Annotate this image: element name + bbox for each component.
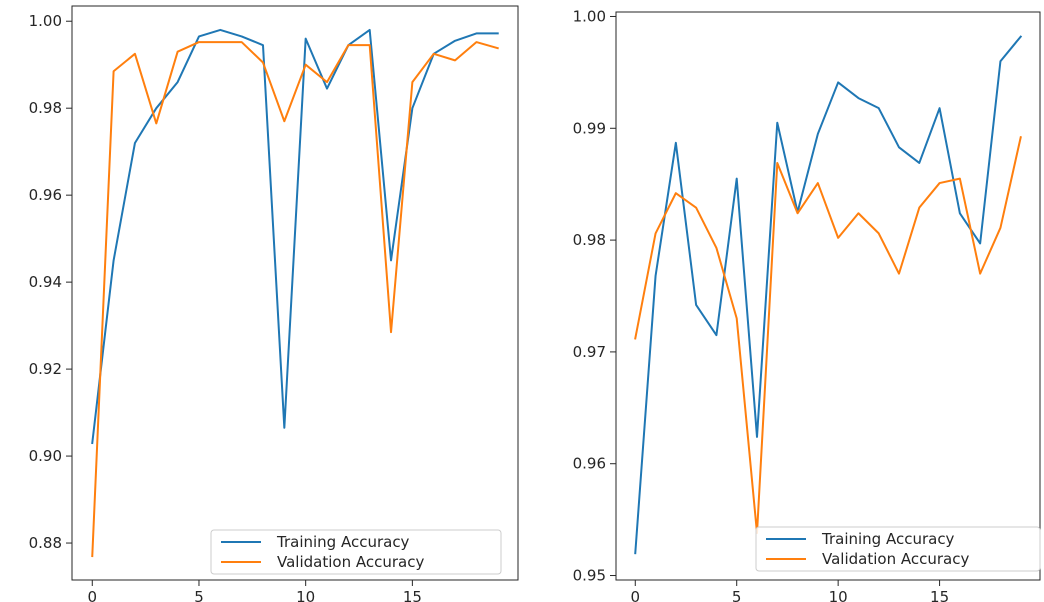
- y-tick-label: 0.94: [29, 273, 62, 291]
- y-tick-label: 1.00: [29, 12, 62, 30]
- y-tick-label: 0.97: [573, 343, 606, 361]
- y-tick-label: 0.98: [29, 99, 62, 117]
- x-tick-label: 10: [829, 588, 848, 602]
- x-tick-label: 15: [930, 588, 949, 602]
- x-tick-label: 0: [630, 588, 640, 602]
- legend-box: [755, 526, 1041, 572]
- y-tick-label: 0.88: [29, 534, 62, 552]
- plot-frame: [71, 5, 519, 581]
- y-tick-label: 0.96: [573, 455, 606, 473]
- legend-label-training: Training Accuracy: [276, 533, 410, 551]
- x-tick-label: 0: [87, 588, 97, 602]
- y-tick-label: 0.90: [29, 447, 62, 465]
- y-tick-label: 0.95: [573, 567, 606, 585]
- y-tick-label: 1.00: [573, 7, 606, 25]
- series-line-training: [91, 28, 499, 445]
- plot-frame: [615, 11, 1041, 581]
- x-tick-label: 10: [296, 588, 315, 602]
- y-tick-label: 0.98: [573, 231, 606, 249]
- legend-box: [210, 529, 502, 575]
- legend-label-training: Training Accuracy: [821, 530, 955, 548]
- series-line-validation: [91, 41, 499, 558]
- series-line-validation: [634, 136, 1022, 535]
- chart-1: 0.88 0.90 0.92 0.94 0.96 0.98 1.00 0 5 10 15 Traini…: [29, 5, 519, 602]
- x-tick-label: 5: [732, 588, 742, 602]
- x-tick-label: 5: [194, 588, 204, 602]
- series-line-training: [634, 35, 1023, 555]
- y-tick-label: 0.96: [29, 186, 62, 204]
- y-tick-label: 0.99: [573, 119, 606, 137]
- legend-label-validation: Validation Accuracy: [277, 553, 424, 571]
- legend: Training Accuracy Validation Accuracy: [755, 526, 1041, 572]
- legend-label-validation: Validation Accuracy: [822, 550, 969, 568]
- legend: Training Accuracy Validation Accuracy: [210, 529, 502, 575]
- y-tick-label: 0.92: [29, 360, 62, 378]
- x-tick-label: 15: [403, 588, 422, 602]
- chart-2: 0.95 0.96 0.97 0.98 0.99 1.00 0 5 10 15 Training A…: [573, 7, 1041, 602]
